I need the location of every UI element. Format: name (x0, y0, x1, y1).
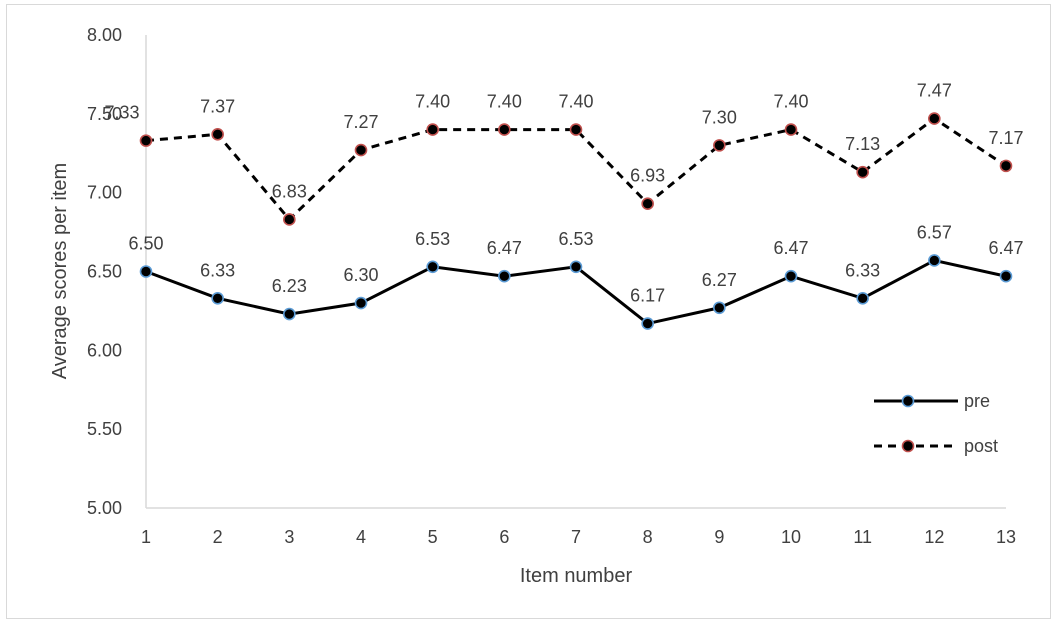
x-tick-label: 10 (781, 527, 801, 547)
series-post: 7.33 7.37 6.83 7.27 7.40 7.40 7.40 6.93 7.30 7.40… (104, 81, 1024, 226)
y-tick-label: 5.00 (87, 498, 122, 518)
data-point-pre (211, 292, 224, 305)
data-label-post: 7.40 (487, 92, 522, 112)
data-label-post: 7.40 (415, 92, 450, 112)
data-label-pre: 6.53 (415, 229, 450, 249)
data-label-post: 7.40 (558, 92, 593, 112)
legend-item-post: post (874, 436, 998, 456)
data-label-post: 7.17 (988, 128, 1023, 148)
data-label-pre: 6.27 (702, 270, 737, 290)
y-tick-label: 5.50 (87, 419, 122, 439)
x-tick-label: 11 (853, 527, 872, 547)
data-label-pre: 6.47 (988, 238, 1023, 258)
data-point-post (211, 128, 224, 141)
x-axis-ticks: 1 2 3 4 5 6 7 8 9 10 11 12 13 (141, 527, 1016, 547)
legend-label-post: post (964, 436, 998, 456)
data-label-post: 7.33 (104, 103, 139, 123)
data-label-post: 7.30 (702, 107, 737, 127)
y-tick-label: 7.00 (87, 183, 122, 203)
data-point-pre (426, 260, 439, 274)
x-tick-label: 4 (356, 527, 366, 547)
data-point-post (856, 165, 869, 179)
data-label-pre: 6.57 (917, 222, 952, 242)
data-label-post: 6.83 (272, 181, 307, 201)
data-label-pre: 6.23 (272, 276, 307, 296)
data-point-post (784, 123, 798, 136)
data-point-post (999, 159, 1013, 173)
x-tick-label: 12 (924, 527, 944, 547)
legend-marker-post (901, 439, 915, 453)
data-point-post (569, 123, 583, 136)
legend-label-pre: pre (964, 391, 990, 411)
data-point-pre (713, 301, 726, 315)
x-tick-label: 3 (284, 527, 294, 547)
series-pre: 6.50 6.33 6.23 6.30 6.53 6.47 6.53 6.17 6.27 6.47… (128, 222, 1024, 330)
x-tick-label: 7 (571, 527, 581, 547)
x-tick-label: 6 (499, 527, 509, 547)
data-label-pre: 6.33 (845, 260, 880, 280)
series-layer: 6.50 6.33 6.23 6.30 6.53 6.47 6.53 6.17 6.27 6.47… (104, 81, 1024, 330)
data-label-pre: 6.33 (200, 260, 235, 280)
x-tick-label: 13 (996, 527, 1016, 547)
data-label-pre: 6.53 (558, 229, 593, 249)
data-point-post (139, 134, 153, 147)
x-axis-title: Item number (520, 565, 633, 587)
legend-marker-pre (901, 394, 915, 408)
data-label-post: 6.93 (630, 166, 665, 186)
data-label-pre: 6.50 (128, 234, 163, 254)
legend: pre post (874, 391, 998, 456)
x-tick-label: 2 (213, 527, 223, 547)
data-point-pre (283, 307, 296, 321)
data-point-post (928, 112, 941, 125)
data-label-pre: 6.47 (773, 238, 808, 258)
data-point-pre (928, 254, 941, 267)
data-point-pre (641, 317, 654, 330)
data-point-pre (856, 292, 869, 305)
data-point-pre (999, 269, 1013, 283)
data-point-pre (139, 265, 153, 278)
y-tick-label: 8.00 (87, 25, 122, 45)
data-point-post (713, 139, 726, 152)
y-axis-title: Average scores per item (49, 163, 71, 379)
data-label-post: 7.40 (773, 92, 808, 112)
data-label-pre: 6.47 (487, 238, 522, 258)
data-label-pre: 6.17 (630, 286, 665, 306)
data-point-pre (569, 260, 583, 274)
x-tick-label: 8 (643, 527, 653, 547)
x-tick-label: 9 (714, 527, 724, 547)
data-label-post: 7.47 (917, 81, 952, 101)
data-point-pre (784, 269, 798, 283)
data-label-post: 7.13 (845, 134, 880, 154)
y-axis-ticks: 5.00 5.50 6.00 6.50 7.00 7.50 8.00 (87, 25, 122, 518)
data-point-post (641, 197, 654, 211)
data-label-pre: 6.30 (343, 265, 378, 285)
x-tick-label: 5 (428, 527, 438, 547)
y-tick-label: 6.00 (87, 340, 122, 360)
y-tick-label: 6.50 (87, 262, 122, 282)
data-point-post (283, 213, 296, 226)
data-label-post: 7.27 (343, 112, 378, 132)
data-point-post (498, 123, 511, 136)
legend-item-pre: pre (874, 391, 990, 411)
x-tick-label: 1 (141, 527, 151, 547)
data-point-pre (354, 296, 368, 310)
data-label-post: 7.37 (200, 96, 235, 116)
chart-frame (6, 4, 1051, 619)
y-tick-label: 7.50 (87, 104, 122, 124)
data-point-post (426, 123, 439, 136)
data-point-post (354, 143, 368, 157)
data-point-pre (498, 269, 511, 283)
